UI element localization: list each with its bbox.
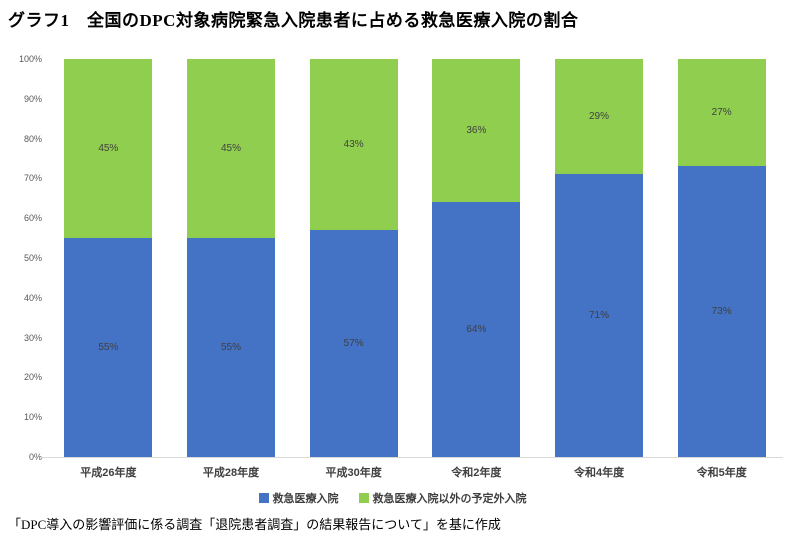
x-category-label: 平成30年度 (325, 467, 382, 479)
legend-swatch-emergency-icon (258, 493, 269, 503)
data-label: 55% (98, 342, 119, 354)
bar-column: 43% 57% (292, 59, 415, 457)
legend-label-emergency: 救急医療入院 (272, 493, 339, 505)
bar-column: 45% 55% (47, 59, 170, 457)
stacked-bar: 43% 57% (309, 59, 398, 457)
bar-segment-unplanned: 29% (555, 59, 644, 175)
plot-area: 45% 55% 45% 55% 43% 57% 36% 64% 29% 71% 27% 73% (47, 59, 783, 457)
x-category-label: 令和4年度 (573, 467, 625, 479)
legend-label-unplanned: 救急医療入院以外の予定外入院 (372, 493, 527, 505)
data-label: 43% (343, 139, 364, 151)
data-label: 45% (98, 143, 119, 155)
y-tick-label: 50% (23, 253, 42, 263)
x-category-label: 令和5年度 (696, 467, 747, 479)
y-tick-label: 40% (23, 292, 42, 303)
stacked-bar: 29% 71% (555, 59, 644, 457)
y-tick-label: 70% (23, 173, 42, 184)
data-label: 27% (711, 107, 732, 119)
bar-segment-emergency: 71% (555, 174, 644, 457)
bar-column: 27% 73% (660, 59, 783, 457)
bar-column: 36% 64% (415, 59, 538, 457)
bar-column: 29% 71% (538, 59, 661, 457)
chart-title: グラフ1 全国のDPC対象病院緊急入院患者に占める救急医療入院の割合 (8, 11, 579, 30)
legend-item-unplanned: 救急医療入院以外の予定外入院 (358, 490, 527, 506)
stacked-bar: 45% 55% (187, 59, 275, 457)
bar-segment-emergency: 57% (309, 230, 398, 457)
bar-segment-unplanned: 36% (432, 59, 521, 203)
bar-segment-emergency: 55% (64, 238, 153, 457)
y-tick-label: 30% (23, 332, 42, 343)
stacked-bar: 27% 73% (677, 59, 766, 457)
stacked-bar: 45% 55% (64, 59, 153, 457)
data-label: 36% (466, 125, 487, 137)
y-tick-label: 0% (28, 452, 42, 462)
y-tick-label: 60% (23, 213, 42, 224)
x-category-label: 平成26年度 (80, 467, 137, 479)
data-label: 64% (466, 324, 487, 336)
data-label: 29% (589, 111, 610, 123)
y-tick-label: 90% (23, 93, 42, 104)
bar-segment-unplanned: 45% (64, 59, 153, 239)
data-label: 71% (589, 310, 610, 322)
x-axis-labels: 平成26年度 平成28年度 平成30年度 令和2年度 令和4年度 令和5年度 (47, 464, 783, 480)
bar-segment-emergency: 55% (187, 238, 275, 457)
bar-segment-unplanned: 45% (187, 59, 275, 239)
y-tick-label: 100% (18, 54, 42, 64)
bar-segment-unplanned: 27% (677, 59, 766, 167)
bar-segment-emergency: 73% (677, 166, 766, 457)
y-tick-label: 80% (23, 133, 42, 144)
legend: 救急医療入院 救急医療入院以外の予定外入院 (0, 490, 785, 506)
bar-segment-emergency: 64% (432, 202, 521, 457)
legend-swatch-unplanned-icon (358, 493, 369, 503)
x-category-label: 令和2年度 (451, 467, 502, 479)
source-note: 「DPC導入の影響評価に係る調査「退院患者調査」の結果報告について」を基に作成 (8, 517, 501, 532)
bar-column: 45% 55% (170, 59, 293, 457)
y-axis: 0% 10% 20% 30% 40% 50% 60% 70% 80% 90% 100% (0, 54, 42, 462)
y-tick-label: 10% (23, 412, 42, 423)
y-tick-label: 20% (23, 372, 42, 383)
x-axis-line (40, 457, 783, 458)
bar-segment-unplanned: 43% (309, 59, 398, 231)
data-label: 45% (220, 143, 241, 155)
data-label: 73% (711, 306, 732, 318)
data-label: 57% (343, 338, 364, 350)
x-category-label: 平成28年度 (202, 467, 260, 479)
data-label: 55% (220, 342, 241, 354)
legend-item-emergency: 救急医療入院 (258, 490, 339, 506)
stacked-bar: 36% 64% (432, 59, 521, 457)
